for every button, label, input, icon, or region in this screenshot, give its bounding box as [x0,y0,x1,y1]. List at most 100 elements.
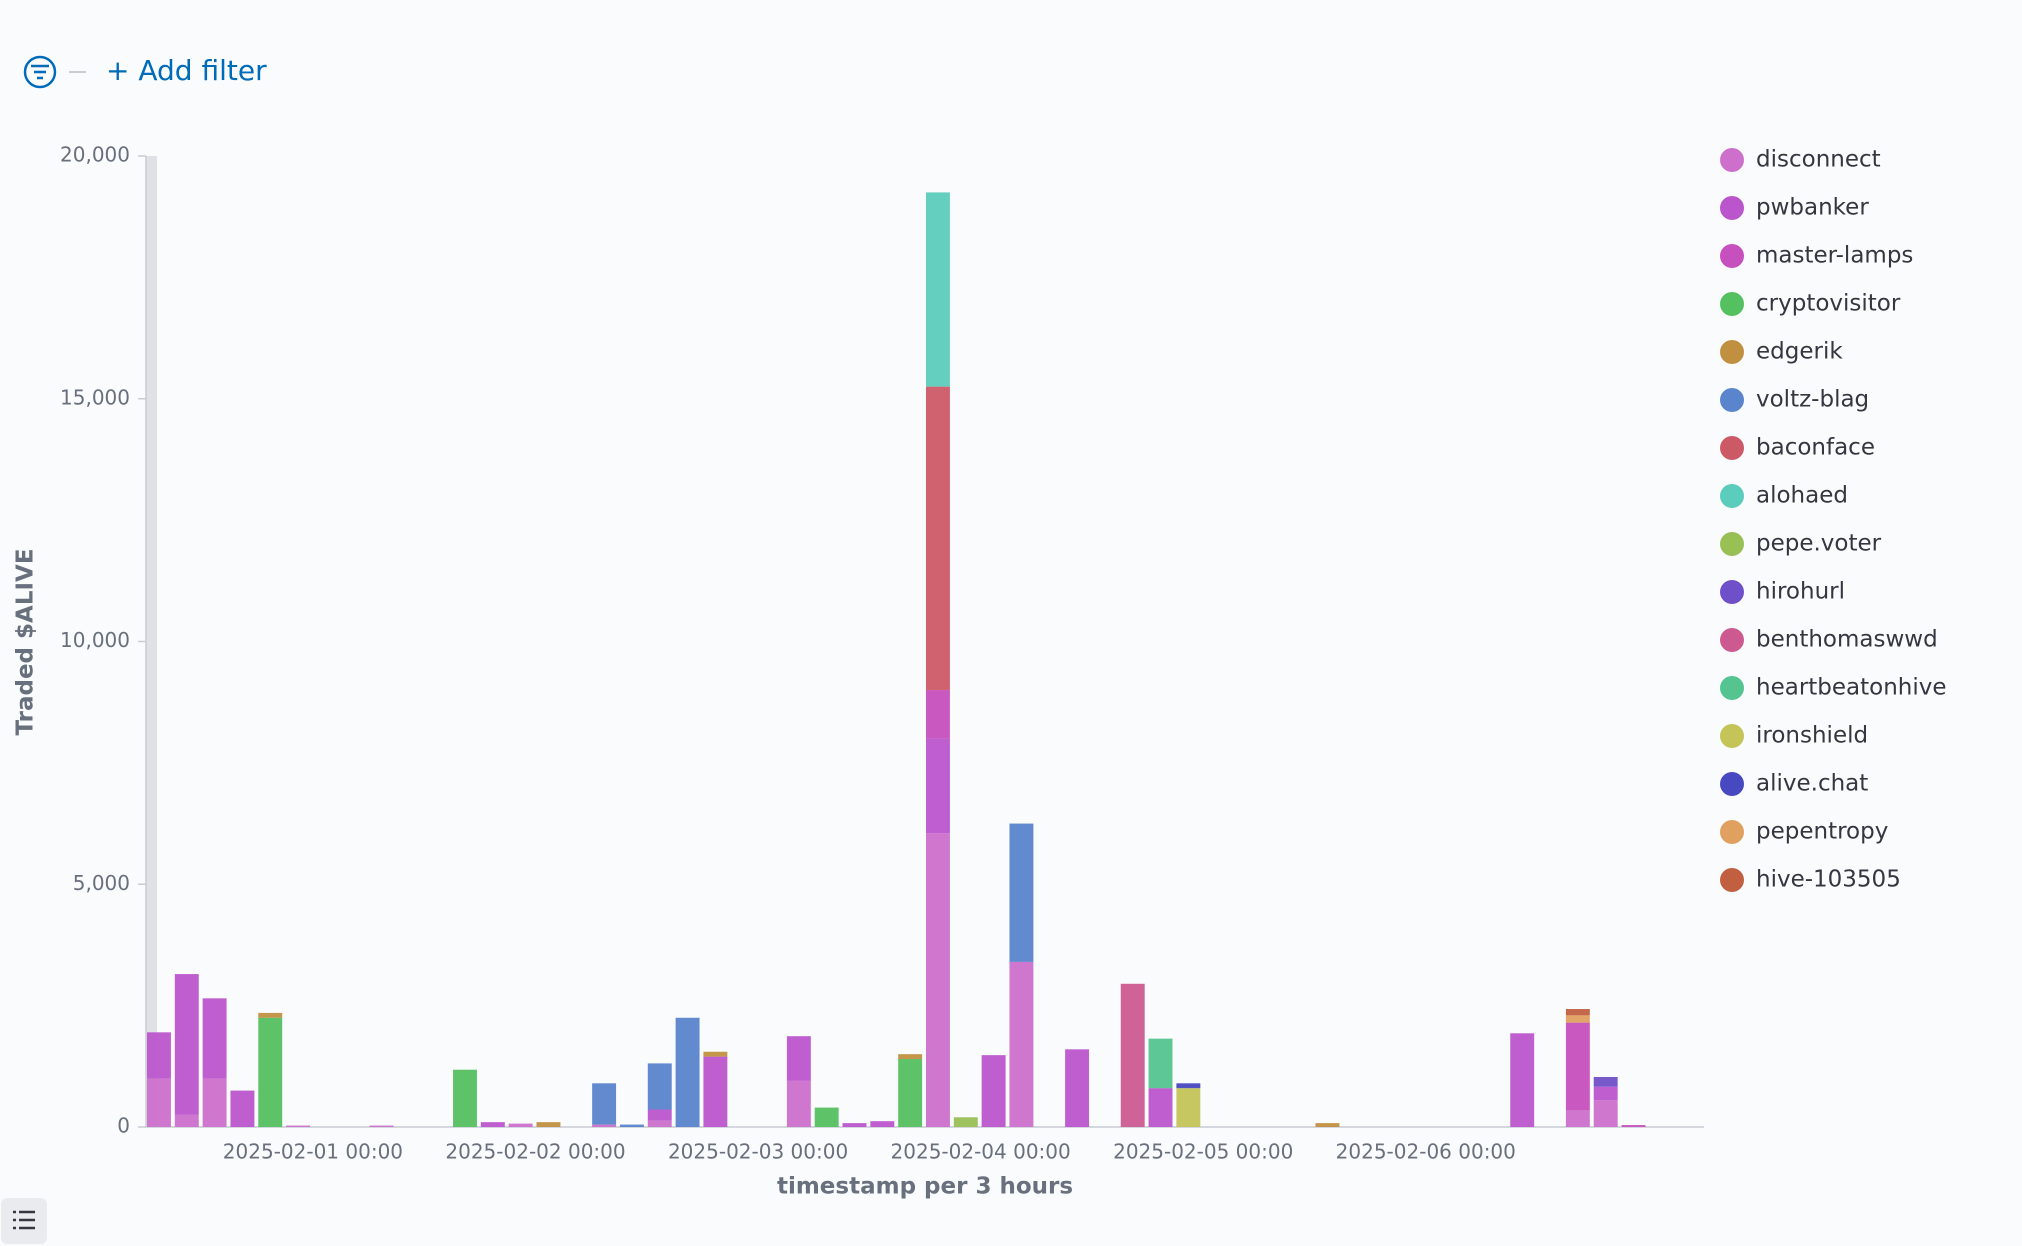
legend-swatch [1720,388,1744,412]
bar-segment [703,1051,728,1057]
legend-swatch [1720,772,1744,796]
x-tick-label: 2025-02-01 00:00 [223,1140,403,1164]
bar-segment [898,1054,923,1060]
x-tick-label: 2025-02-04 00:00 [891,1140,1071,1164]
bar-segment [1009,961,1034,1127]
bar-segment [1065,1049,1090,1127]
legend-label: cryptovisitor [1756,291,1901,317]
legend-label: edgerik [1756,339,1843,365]
legend-swatch [1720,148,1744,172]
x-axis-title: timestamp per 3 hours [777,1174,1073,1200]
bar-segment [647,1120,672,1127]
y-tick-label: 0 [117,1114,130,1138]
y-tick-label: 20,000 [60,143,130,167]
bar-segment [1510,1033,1535,1127]
legend-label: disconnect [1756,147,1881,173]
y-tick-label: 5,000 [73,871,130,895]
legend-label: benthomaswwd [1756,627,1938,653]
bar-segment [842,1123,867,1127]
bar-segment [508,1123,533,1127]
legend-swatch [1720,580,1744,604]
bar-segment [647,1109,672,1121]
legend-swatch [1720,724,1744,748]
bar-segment [174,1114,199,1127]
bar-segment [230,1090,255,1127]
legend-swatch [1720,292,1744,316]
bar-segment [926,192,950,387]
bar-segment [1565,1015,1590,1023]
bar-segment [1120,983,1145,1127]
bar-segment [147,1032,171,1079]
bar-segment [1565,1009,1590,1016]
legend-label: pwbanker [1756,195,1869,221]
list-icon [13,1210,35,1230]
bar-segment [369,1125,394,1127]
bar-segment [536,1122,561,1127]
legend-swatch [1720,484,1744,508]
bar-segment [1593,1076,1618,1087]
bar-segment [147,1078,171,1127]
legend-label: ironshield [1756,723,1868,749]
legend-swatch [1720,244,1744,268]
bar-segment [286,1125,311,1127]
bar-segment [926,833,950,1127]
bar-segment [1176,1088,1201,1127]
bar-segment [786,1036,811,1081]
legend-label: hirohurl [1756,579,1845,605]
legend-label: pepentropy [1756,819,1888,845]
legend-swatch [1720,676,1744,700]
bar-segment [480,1122,505,1127]
bar-segment [1565,1022,1590,1111]
bar-segment [1148,1088,1173,1127]
bar-segment [1621,1125,1646,1127]
bar-segment [1565,1110,1590,1127]
legend-label: alohaed [1756,483,1848,509]
brush-edge [146,156,157,1127]
bar-segment [926,386,950,691]
x-tick-label: 2025-02-06 00:00 [1336,1140,1516,1164]
bar-segment [202,998,227,1079]
legend-label: pepe.voter [1756,531,1882,557]
y-tick-label: 10,000 [60,628,130,652]
legend-label: voltz-blag [1756,387,1869,413]
bar-segment [1009,823,1034,962]
legend-label: master-lamps [1756,243,1913,269]
bar-segment [1148,1038,1173,1089]
bar-segment [592,1083,617,1125]
add-filter[interactable]: + Add filter [106,54,267,87]
bar-segment [258,1012,283,1018]
y-axis-title: Traded $ALIVE [13,548,39,735]
bar-segment [953,1117,978,1127]
legend-swatch [1720,436,1744,460]
legend-swatch [1720,628,1744,652]
legend-swatch [1720,868,1744,892]
bar-segment [981,1055,1006,1127]
bar-segment [675,1017,700,1127]
y-tick-label: 15,000 [60,385,130,409]
bar-segment [926,690,950,739]
filter-icon[interactable] [23,55,57,89]
bar-segment [453,1069,477,1127]
bar-segment [1176,1083,1201,1089]
legend-swatch [1720,196,1744,220]
legend-swatch [1720,340,1744,364]
x-tick-label: 2025-02-05 00:00 [1113,1140,1293,1164]
legend-label: hive-103505 [1756,867,1901,893]
legend-label: baconface [1756,435,1875,461]
bar-segment [202,1078,227,1127]
bar-segment [870,1121,895,1127]
legend-swatch [1720,532,1744,556]
bar-segment [703,1056,728,1127]
legend-label: heartbeatonhive [1756,675,1947,701]
legend-label: alive.chat [1756,771,1868,797]
x-tick-label: 2025-02-02 00:00 [445,1140,625,1164]
bar-segment [1593,1086,1618,1101]
legend-swatch [1720,820,1744,844]
x-tick-label: 2025-02-03 00:00 [668,1140,848,1164]
bar-segment [258,1017,283,1127]
bar-segment [814,1107,839,1127]
bar-segment [647,1063,672,1110]
bar-segment [926,738,950,834]
